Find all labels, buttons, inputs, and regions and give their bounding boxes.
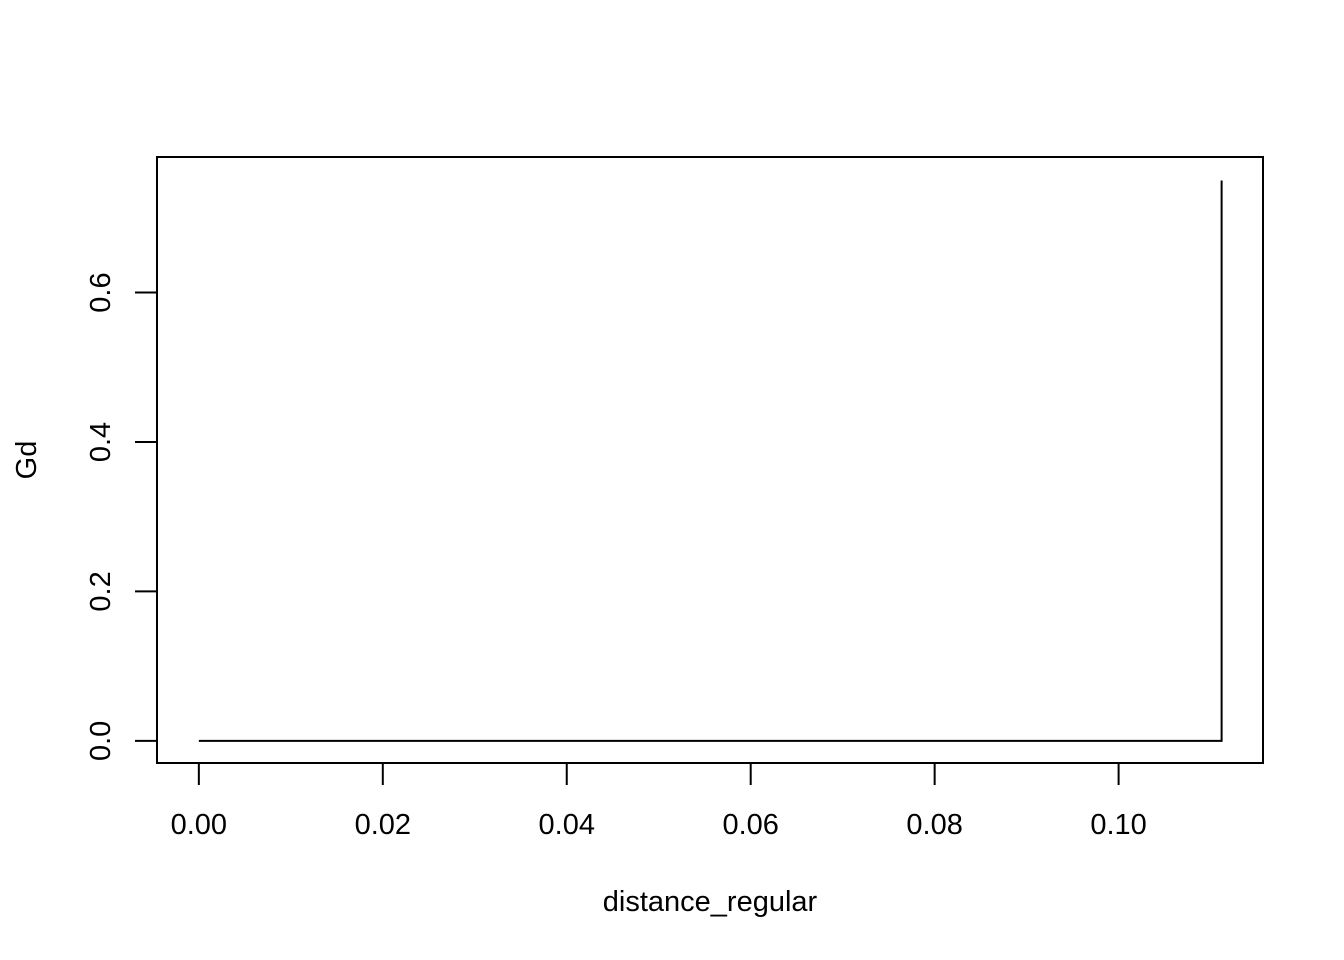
x-tick-label: 0.00 bbox=[171, 809, 227, 841]
x-tick-label: 0.04 bbox=[539, 809, 595, 841]
y-axis-title: Gd bbox=[11, 441, 43, 480]
y-tick-label: 0.0 bbox=[85, 721, 117, 761]
series-line bbox=[198, 180, 1223, 742]
x-tick-label: 0.08 bbox=[906, 809, 962, 841]
x-tick-label: 0.02 bbox=[355, 809, 411, 841]
plot-frame bbox=[156, 156, 1264, 764]
x-tick-label: 0.10 bbox=[1090, 809, 1146, 841]
y-tick-label: 0.4 bbox=[85, 422, 117, 462]
series-layer bbox=[198, 180, 1223, 742]
y-axis: 0.0 0.2 0.4 0.6 bbox=[85, 272, 158, 761]
y-tick-label: 0.6 bbox=[85, 272, 117, 312]
x-axis: 0.00 0.02 0.04 0.06 0.08 0.10 bbox=[171, 762, 1147, 841]
x-tick-label: 0.06 bbox=[722, 809, 778, 841]
y-tick-label: 0.2 bbox=[85, 571, 117, 611]
x-axis-title: distance_regular bbox=[603, 886, 818, 918]
